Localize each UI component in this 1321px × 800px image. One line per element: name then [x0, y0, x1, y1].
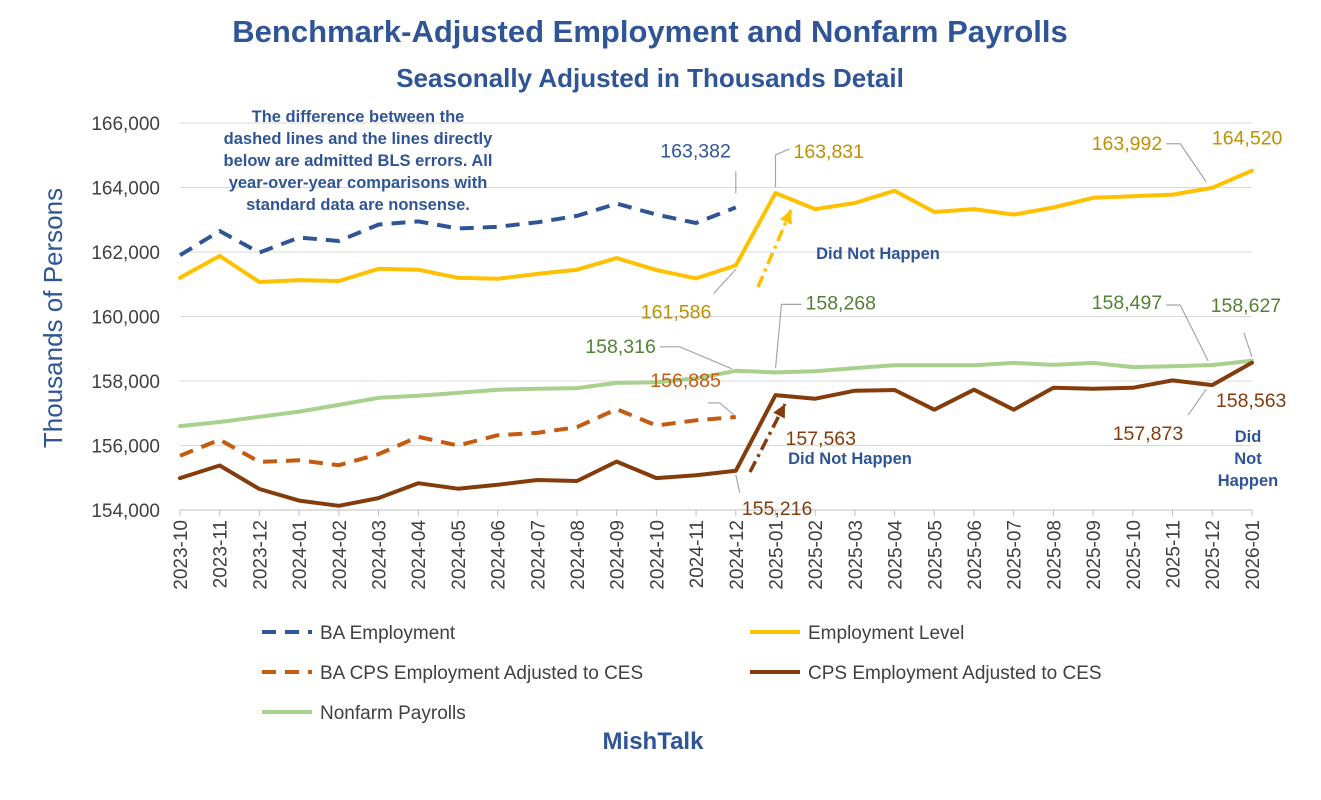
note-line: standard data are nonsense. [246, 196, 470, 214]
data-label: 164,520 [1212, 128, 1283, 150]
did-not-happen-upper: Did Not Happen [816, 245, 940, 263]
leader-line [713, 268, 737, 294]
x-tick-label: 2023-10 [171, 520, 192, 590]
series-line-cps-employment-adjusted-to-ces [178, 360, 1254, 508]
x-tick-label: 2024-04 [409, 520, 430, 590]
did-not-happen-right: Did [1235, 428, 1262, 446]
y-tick-label: 158,000 [91, 372, 160, 393]
note-line: dashed lines and the lines directly [224, 130, 493, 148]
x-tick-label: 2025-03 [846, 520, 867, 590]
x-tick-label: 2024-09 [608, 520, 629, 590]
leader-line [735, 474, 741, 493]
y-tick-label: 160,000 [91, 308, 160, 329]
series-line-ba-cps-employment-adjusted-to-ces [179, 407, 736, 468]
arrow-employment-head [779, 210, 792, 225]
legend-label: BA CPS Employment Adjusted to CES [320, 663, 643, 684]
did-not-happen-lower: Did Not Happen [788, 450, 912, 468]
chart-title: Benchmark-Adjusted Employment and Nonfar… [232, 14, 1067, 49]
series-line-employment-level [178, 168, 1254, 284]
did-not-happen-right: Not [1234, 450, 1262, 468]
leader-line [1243, 332, 1253, 357]
legend-label: Nonfarm Payrolls [320, 703, 466, 724]
data-label: 157,563 [786, 428, 857, 450]
did-not-happen-right: Happen [1218, 472, 1279, 490]
x-tick-label: 2025-10 [1124, 520, 1145, 590]
y-tick-label: 164,000 [91, 179, 160, 200]
x-tick-label: 2024-11 [687, 520, 708, 588]
leader-line [707, 402, 735, 416]
x-tick-label: 2024-06 [489, 520, 510, 590]
data-label: 157,873 [1113, 423, 1184, 445]
note-line: year-over-year comparisons with [229, 174, 488, 192]
note-line: The difference between the [252, 108, 465, 126]
x-tick-label: 2024-10 [647, 520, 668, 590]
y-tick-label: 162,000 [91, 243, 160, 264]
x-tick-label: 2025-02 [806, 520, 827, 590]
data-label: 158,268 [806, 292, 877, 314]
x-tick-label: 2026-01 [1243, 520, 1264, 590]
arrow-cps-head [773, 404, 785, 419]
data-label: 158,563 [1216, 390, 1287, 412]
x-tick-label: 2025-09 [1084, 520, 1105, 590]
series-lines [178, 168, 1254, 508]
x-tick-label: 2025-12 [1203, 520, 1224, 590]
data-labels: 163,382 163,831 163,992 164,520 161,586 158,3… [585, 128, 1286, 520]
x-tick-label: 2025-04 [886, 520, 907, 590]
leader-line [1187, 388, 1207, 416]
annotation-note: The difference between the dashed lines a… [224, 108, 494, 214]
data-label: 155,216 [742, 498, 813, 520]
legend: BA Employment Employment Level BA CPS Empl… [262, 623, 1102, 724]
data-label: 163,831 [794, 141, 865, 163]
data-label: 158,627 [1211, 295, 1282, 317]
x-tick-label: 2025-11 [1164, 520, 1185, 588]
data-label: 163,992 [1092, 133, 1163, 155]
leader-line [1166, 304, 1209, 362]
data-label: 158,497 [1092, 292, 1163, 314]
x-tick-label: 2023-12 [250, 520, 271, 590]
arrow-employment-shaft [756, 209, 793, 288]
data-label: 158,316 [585, 336, 656, 358]
x-tick-label: 2025-01 [767, 520, 788, 590]
y-tick-label: 154,000 [91, 501, 160, 522]
x-tick-label: 2024-07 [528, 520, 549, 590]
x-tick-label: 2024-02 [330, 520, 351, 590]
legend-label: CPS Employment Adjusted to CES [808, 663, 1102, 684]
legend-label: Employment Level [808, 623, 964, 644]
x-tick-label: 2025-06 [965, 520, 986, 590]
chart-subtitle: Seasonally Adjusted in Thousands Detail [396, 63, 904, 93]
leader-line [1166, 143, 1207, 183]
annotations: Did Not Happen Did Not Happen Did Not Happen [748, 209, 1279, 490]
leader-line [774, 303, 802, 369]
series-line-nonfarm-payrolls [178, 358, 1254, 429]
data-label: 161,586 [641, 301, 712, 323]
series-line-ba-employment [178, 201, 737, 257]
x-tick-label: 2024-03 [370, 520, 391, 590]
data-label: 163,382 [660, 140, 731, 162]
x-tick-label: 2025-07 [1005, 520, 1026, 590]
brand-label: MishTalk [603, 728, 705, 755]
y-tick-label: 166,000 [91, 114, 160, 135]
y-tick-label: 156,000 [91, 437, 160, 458]
data-label: 156,885 [650, 370, 721, 392]
y-axis-label: Thousands of Persons [38, 188, 68, 448]
leader-line [659, 346, 733, 370]
x-tick-label: 2025-05 [925, 520, 946, 590]
x-tick-label: 2024-05 [449, 520, 470, 590]
x-tick-label: 2023-11 [211, 520, 232, 588]
gridlines [180, 122, 1252, 511]
leader-line [774, 148, 790, 187]
x-tick-label: 2024-01 [290, 520, 311, 590]
legend-label: BA Employment [320, 623, 456, 644]
note-line: below are admitted BLS errors. All [224, 152, 493, 170]
axes: 154,000 156,000 158,000 160,000 162,000 164,0… [91, 114, 1264, 590]
x-tick-label: 2024-08 [568, 520, 589, 590]
x-tick-label: 2024-12 [727, 520, 748, 590]
x-tick-label: 2025-08 [1044, 520, 1065, 590]
